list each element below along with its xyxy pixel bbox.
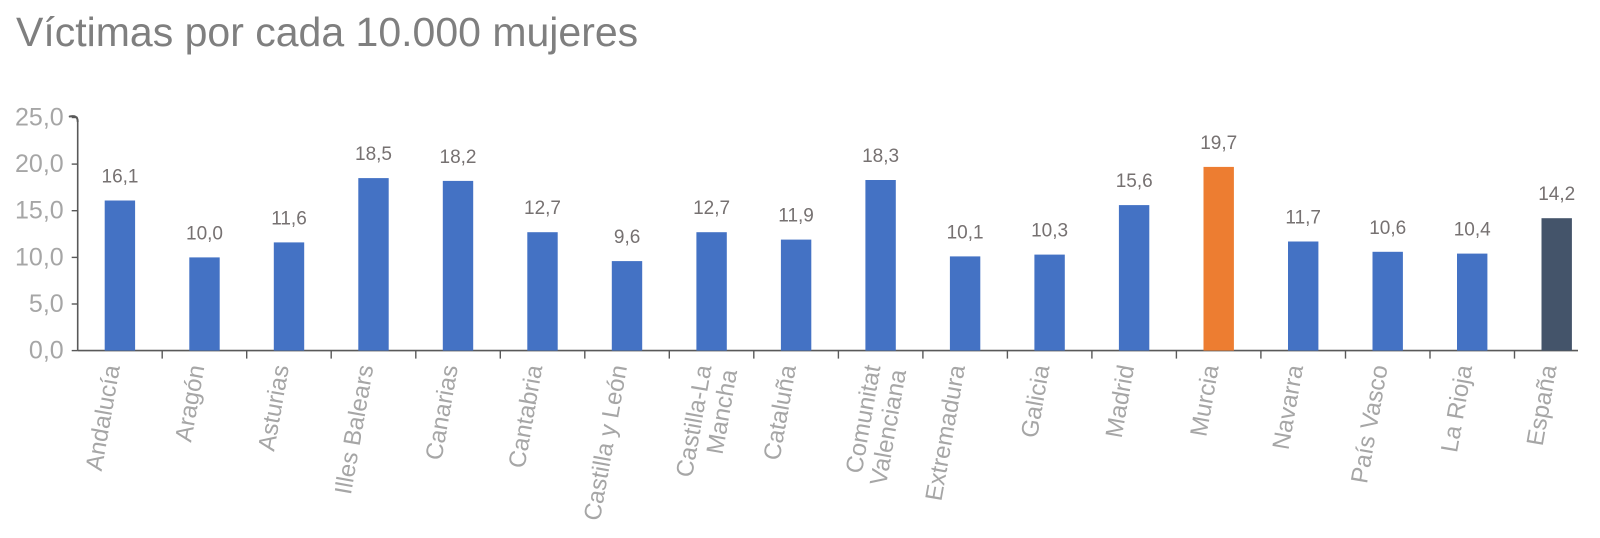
svg-text:Navarra: Navarra <box>1268 362 1310 451</box>
svg-text:9,6: 9,6 <box>614 227 640 248</box>
svg-text:Aragón: Aragón <box>170 363 210 444</box>
svg-text:Cataluña: Cataluña <box>759 362 802 462</box>
svg-text:Andalucía: Andalucía <box>81 362 126 472</box>
svg-text:11,7: 11,7 <box>1285 208 1321 229</box>
svg-text:16,1: 16,1 <box>102 167 139 188</box>
svg-text:10,6: 10,6 <box>1369 218 1406 239</box>
svg-text:10,0: 10,0 <box>15 243 64 271</box>
svg-text:10,1: 10,1 <box>947 222 984 243</box>
svg-text:18,3: 18,3 <box>862 146 899 167</box>
svg-text:5,0: 5,0 <box>29 290 64 318</box>
svg-text:Madrid: Madrid <box>1101 363 1140 440</box>
svg-text:España: España <box>1522 362 1563 447</box>
svg-text:14,2: 14,2 <box>1538 184 1575 205</box>
svg-text:10,3: 10,3 <box>1031 221 1068 242</box>
svg-text:Galicia: Galicia <box>1016 362 1055 440</box>
svg-text:Canarias: Canarias <box>421 363 464 462</box>
svg-text:10,0: 10,0 <box>186 223 223 244</box>
svg-text:10,4: 10,4 <box>1454 220 1491 241</box>
svg-text:12,7: 12,7 <box>524 198 561 219</box>
svg-text:0,0: 0,0 <box>29 337 64 365</box>
svg-text:19,7: 19,7 <box>1200 133 1237 154</box>
svg-text:Extremadura: Extremadura <box>921 362 972 503</box>
svg-text:Cantabria: Cantabria <box>504 362 549 470</box>
svg-text:La Rioja: La Rioja <box>1436 362 1478 454</box>
svg-text:18,2: 18,2 <box>440 147 477 168</box>
svg-text:18,5: 18,5 <box>355 144 392 165</box>
svg-text:15,6: 15,6 <box>1116 171 1153 192</box>
svg-text:15,0: 15,0 <box>15 197 64 225</box>
svg-text:11,6: 11,6 <box>271 208 307 229</box>
svg-text:25,0: 25,0 <box>15 104 64 132</box>
svg-text:Murcia: Murcia <box>1186 362 1225 438</box>
svg-text:Asturias: Asturias <box>253 363 295 453</box>
svg-text:Castilla y León: Castilla y León <box>579 363 633 523</box>
svg-text:Illes Balears: Illes Balears <box>330 363 379 496</box>
svg-text:País Vasco: País Vasco <box>1346 363 1393 485</box>
svg-text:20,0: 20,0 <box>15 150 64 178</box>
svg-text:11,9: 11,9 <box>778 206 814 227</box>
svg-text:12,7: 12,7 <box>693 198 730 219</box>
